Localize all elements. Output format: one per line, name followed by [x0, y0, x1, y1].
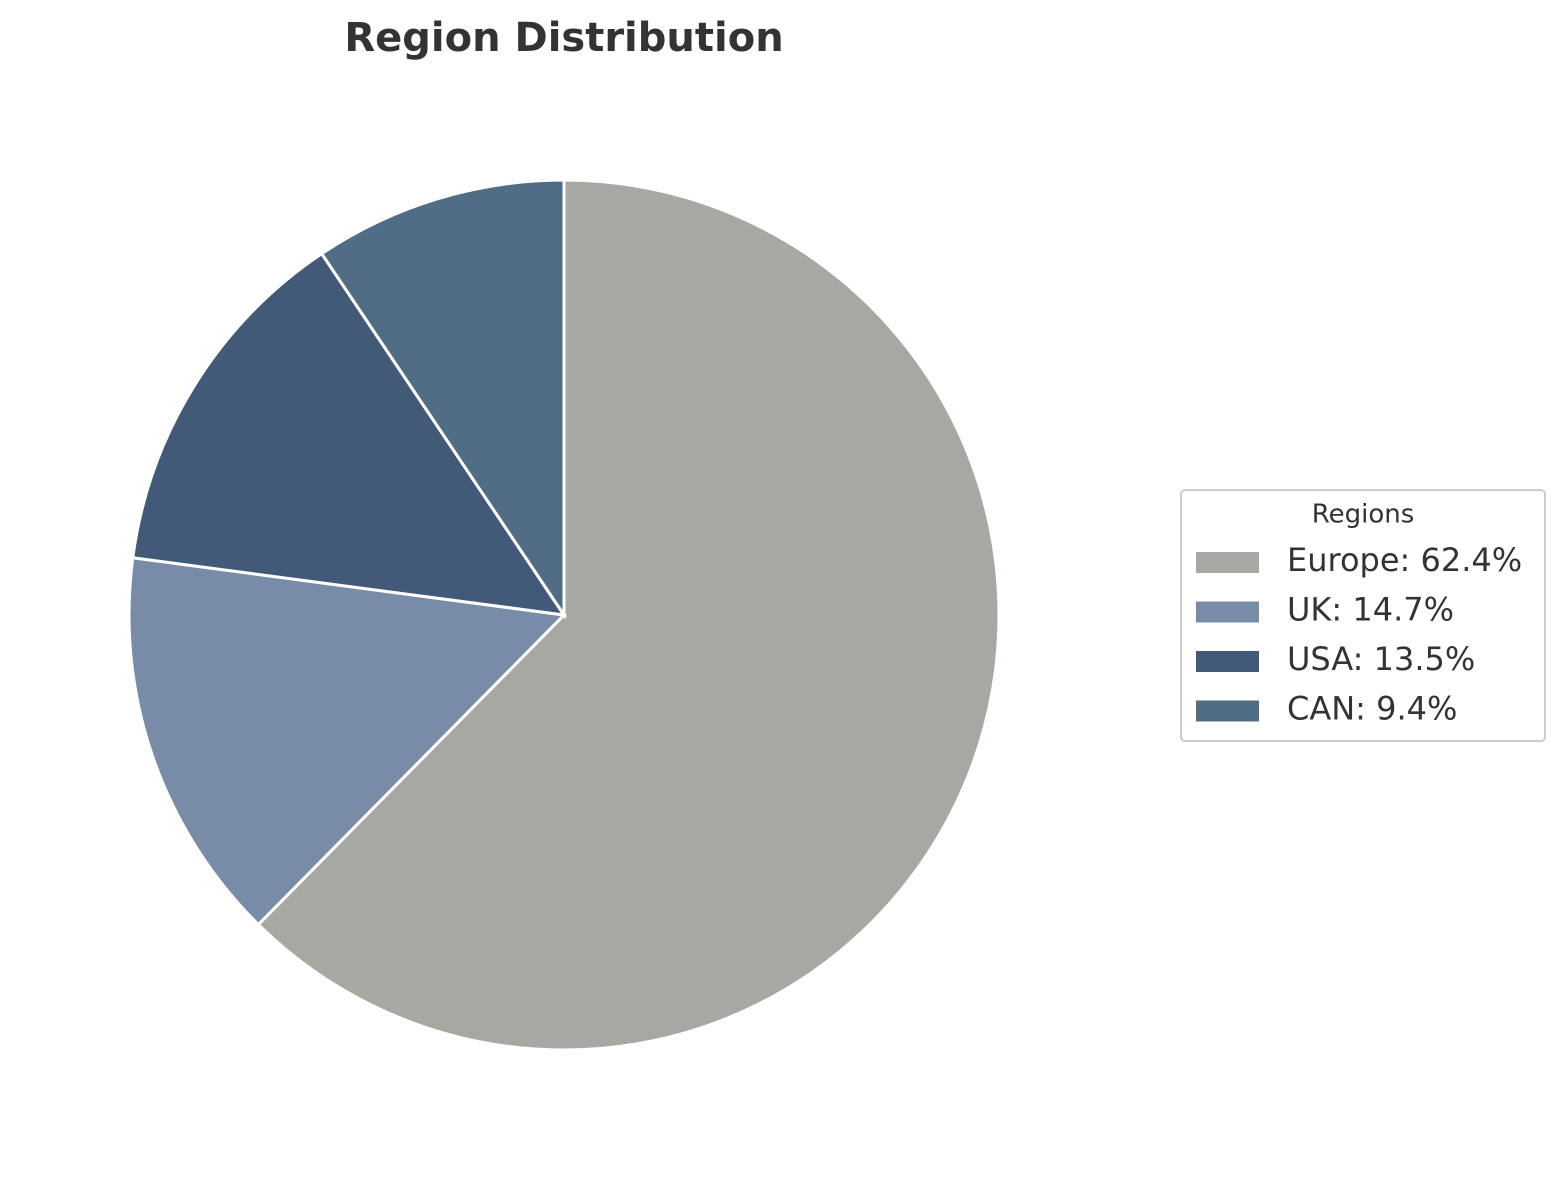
legend-title: Regions: [1312, 500, 1415, 530]
legend-swatch: [1196, 601, 1259, 623]
legend-swatch: [1196, 700, 1259, 722]
pie-slice: [319, 178, 566, 620]
legend-label: USA: 13.5%: [1287, 640, 1475, 678]
legend-label: UK: 14.7%: [1287, 591, 1454, 629]
legend-label: Europe: 62.4%: [1287, 541, 1522, 579]
pie-slice: [256, 178, 1001, 1052]
legend-swatch: [1196, 552, 1259, 573]
legend-swatch: [1196, 651, 1259, 672]
legend-label: CAN: 9.4%: [1287, 690, 1457, 728]
pie-slice: [131, 251, 568, 617]
legend-box: [1180, 489, 1546, 742]
chart-title: Region Distribution: [344, 15, 783, 61]
pie-slice: [127, 556, 568, 927]
